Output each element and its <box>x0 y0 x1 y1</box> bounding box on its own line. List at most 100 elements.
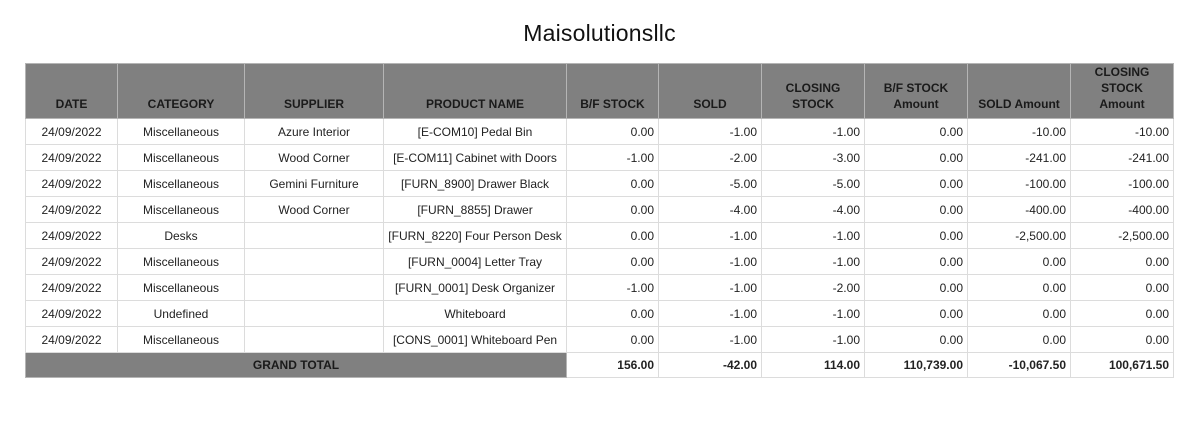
cell-date: 24/09/2022 <box>25 222 118 249</box>
cell-bf-stock: 0.00 <box>566 196 659 223</box>
col-header-product-name: PRODUCT NAME <box>383 63 567 119</box>
cell-closing-stock-amount: -100.00 <box>1070 170 1174 197</box>
cell-product-name: [FURN_8900] Drawer Black <box>383 170 567 197</box>
cell-product-name: Whiteboard <box>383 300 567 327</box>
cell-sold: -1.00 <box>658 300 762 327</box>
cell-date: 24/09/2022 <box>25 196 118 223</box>
cell-sold-amount: 0.00 <box>967 300 1071 327</box>
cell-bf-stock: 0.00 <box>566 170 659 197</box>
cell-closing-stock-amount: -400.00 <box>1070 196 1174 223</box>
cell-bf-stock-amount: 0.00 <box>864 118 968 145</box>
cell-closing-stock-amount: -241.00 <box>1070 144 1174 171</box>
cell-closing-stock: -1.00 <box>761 300 865 327</box>
cell-bf-stock: 0.00 <box>566 326 659 353</box>
cell-category: Miscellaneous <box>117 170 245 197</box>
cell-bf-stock: -1.00 <box>566 144 659 171</box>
cell-category: Miscellaneous <box>117 326 245 353</box>
cell-category: Miscellaneous <box>117 274 245 301</box>
cell-bf-stock-amount: 0.00 <box>864 326 968 353</box>
total-closing-stock-amount: 100,671.50 <box>1070 352 1174 378</box>
cell-date: 24/09/2022 <box>25 248 118 275</box>
cell-bf-stock-amount: 0.00 <box>864 144 968 171</box>
cell-product-name: [CONS_0001] Whiteboard Pen <box>383 326 567 353</box>
cell-sold: -1.00 <box>658 118 762 145</box>
cell-bf-stock: 0.00 <box>566 118 659 145</box>
cell-product-name: [FURN_0001] Desk Organizer <box>383 274 567 301</box>
total-sold: -42.00 <box>658 352 762 378</box>
cell-supplier <box>244 248 384 275</box>
cell-product-name: [E-COM11] Cabinet with Doors <box>383 144 567 171</box>
cell-sold-amount: -2,500.00 <box>967 222 1071 249</box>
header-row: DATE CATEGORY SUPPLIER PRODUCT NAME B/F … <box>25 63 1174 119</box>
cell-bf-stock: 0.00 <box>566 222 659 249</box>
table-body: 24/09/2022 Miscellaneous Azure Interior … <box>25 118 1174 378</box>
cell-supplier <box>244 326 384 353</box>
cell-supplier: Gemini Furniture <box>244 170 384 197</box>
cell-bf-stock-amount: 0.00 <box>864 222 968 249</box>
cell-product-name: [FURN_0004] Letter Tray <box>383 248 567 275</box>
stock-report-table: DATE CATEGORY SUPPLIER PRODUCT NAME B/F … <box>25 63 1174 378</box>
report-title: Maisolutionsllc <box>523 20 676 46</box>
cell-closing-stock: -2.00 <box>761 274 865 301</box>
col-header-category: CATEGORY <box>117 63 245 119</box>
cell-supplier: Azure Interior <box>244 118 384 145</box>
col-header-closing-stock-amount: CLOSING STOCK Amount <box>1070 63 1174 119</box>
cell-closing-stock-amount: 0.00 <box>1070 248 1174 275</box>
cell-product-name: [FURN_8855] Drawer <box>383 196 567 223</box>
cell-sold-amount: -400.00 <box>967 196 1071 223</box>
cell-sold-amount: 0.00 <box>967 274 1071 301</box>
cell-bf-stock-amount: 0.00 <box>864 170 968 197</box>
cell-sold-amount: 0.00 <box>967 326 1071 353</box>
cell-sold: -1.00 <box>658 222 762 249</box>
col-header-closing-stock-amount-line2: Amount <box>1099 97 1145 111</box>
table-row: 24/09/2022 Miscellaneous [FURN_0004] Let… <box>25 248 1174 275</box>
cell-category: Miscellaneous <box>117 196 245 223</box>
cell-date: 24/09/2022 <box>25 144 118 171</box>
table-row: 24/09/2022 Miscellaneous [CONS_0001] Whi… <box>25 326 1174 353</box>
cell-bf-stock: 0.00 <box>566 300 659 327</box>
table-header: DATE CATEGORY SUPPLIER PRODUCT NAME B/F … <box>25 63 1174 119</box>
cell-closing-stock-amount: 0.00 <box>1070 300 1174 327</box>
col-header-bf-stock-amount: B/F STOCK Amount <box>864 63 968 119</box>
cell-bf-stock-amount: 0.00 <box>864 274 968 301</box>
cell-closing-stock: -3.00 <box>761 144 865 171</box>
cell-category: Miscellaneous <box>117 144 245 171</box>
cell-supplier <box>244 300 384 327</box>
cell-supplier <box>244 274 384 301</box>
cell-category: Undefined <box>117 300 245 327</box>
cell-closing-stock-amount: -2,500.00 <box>1070 222 1174 249</box>
col-header-supplier: SUPPLIER <box>244 63 384 119</box>
grand-total-row: GRAND TOTAL 156.00 -42.00 114.00 110,739… <box>25 352 1174 378</box>
total-closing-stock: 114.00 <box>761 352 865 378</box>
cell-supplier: Wood Corner <box>244 144 384 171</box>
table-row: 24/09/2022 Miscellaneous Wood Corner [E-… <box>25 144 1174 171</box>
cell-sold-amount: -241.00 <box>967 144 1071 171</box>
cell-sold-amount: -100.00 <box>967 170 1071 197</box>
cell-sold: -2.00 <box>658 144 762 171</box>
cell-sold: -1.00 <box>658 248 762 275</box>
cell-supplier: Wood Corner <box>244 196 384 223</box>
cell-supplier <box>244 222 384 249</box>
cell-date: 24/09/2022 <box>25 326 118 353</box>
col-header-date: DATE <box>25 63 118 119</box>
cell-bf-stock: -1.00 <box>566 274 659 301</box>
cell-bf-stock-amount: 0.00 <box>864 196 968 223</box>
cell-sold: -5.00 <box>658 170 762 197</box>
cell-category: Desks <box>117 222 245 249</box>
col-header-closing-stock: CLOSING STOCK <box>761 63 865 119</box>
cell-sold-amount: -10.00 <box>967 118 1071 145</box>
col-header-closing-stock-amount-line1: CLOSING STOCK <box>1094 65 1150 95</box>
cell-closing-stock-amount: 0.00 <box>1070 326 1174 353</box>
cell-closing-stock: -5.00 <box>761 170 865 197</box>
cell-closing-stock: -4.00 <box>761 196 865 223</box>
col-header-sold-amount: SOLD Amount <box>967 63 1071 119</box>
cell-bf-stock-amount: 0.00 <box>864 248 968 275</box>
cell-closing-stock: -1.00 <box>761 248 865 275</box>
cell-date: 24/09/2022 <box>25 118 118 145</box>
cell-sold: -1.00 <box>658 274 762 301</box>
grand-total-label: GRAND TOTAL <box>25 352 567 378</box>
table-row: 24/09/2022 Miscellaneous Azure Interior … <box>25 118 1174 145</box>
cell-date: 24/09/2022 <box>25 170 118 197</box>
cell-sold-amount: 0.00 <box>967 248 1071 275</box>
cell-category: Miscellaneous <box>117 248 245 275</box>
